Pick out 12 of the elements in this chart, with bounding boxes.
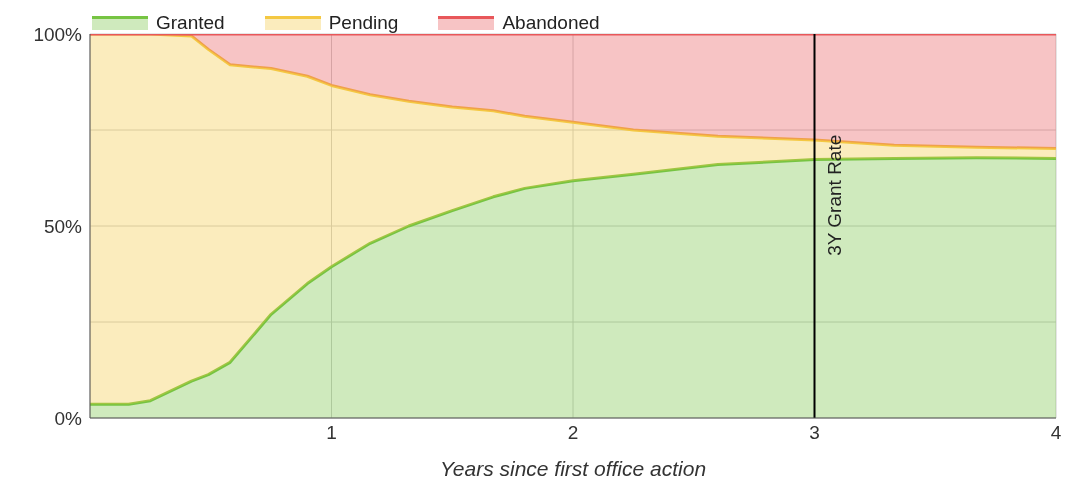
legend-label: Abandoned <box>502 12 600 34</box>
x-tick-label: 3 <box>809 422 820 444</box>
y-tick-label: 50% <box>43 215 83 237</box>
legend-label: Granted <box>156 12 225 34</box>
y-tick-label: 0% <box>54 407 83 429</box>
legend-label: Pending <box>328 12 399 34</box>
ref-line-label: 3Y Grant Rate <box>824 134 845 256</box>
y-tick-label: 100% <box>33 23 83 45</box>
x-axis-title: Years since first office action <box>439 457 707 480</box>
x-tick-label: 4 <box>1050 422 1062 444</box>
x-tick-label: 2 <box>567 422 579 444</box>
x-tick-label: 1 <box>326 422 337 444</box>
